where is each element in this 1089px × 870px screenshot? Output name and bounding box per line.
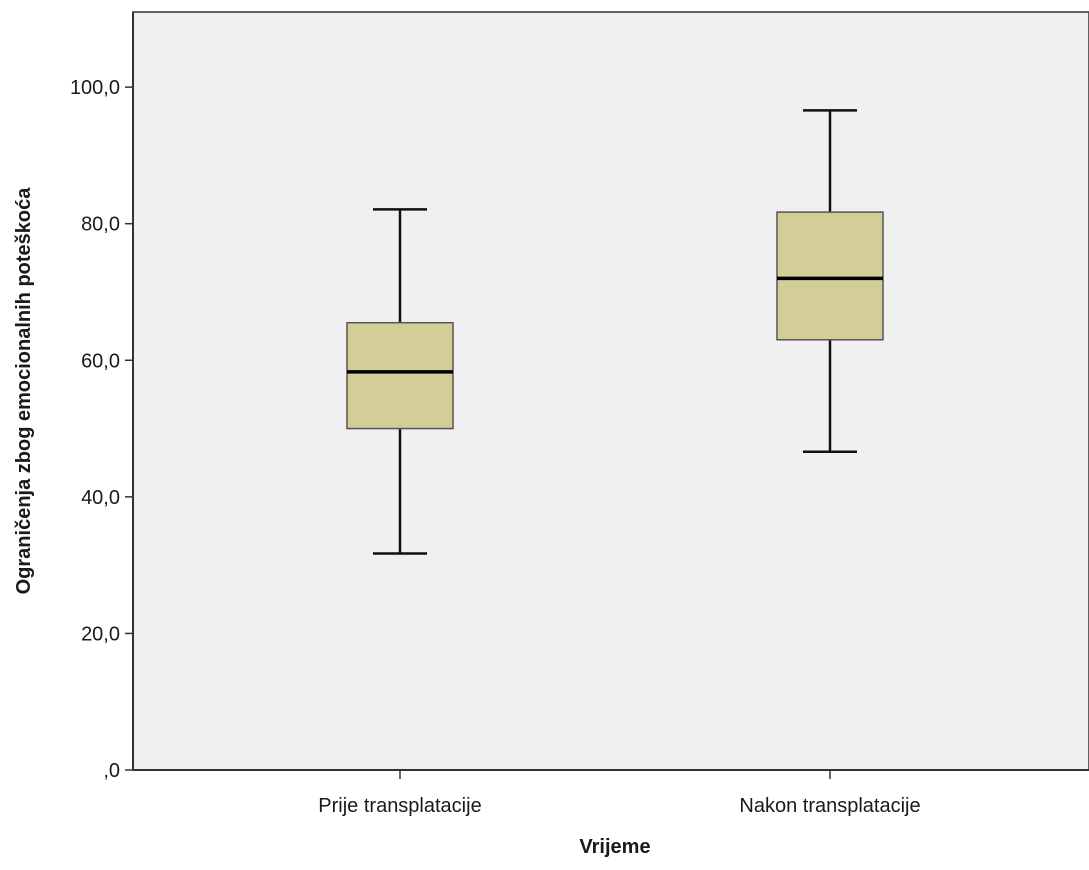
y-tick-label: 60,0 [81, 350, 120, 372]
iqr-box [346, 321, 454, 430]
iqr-box [776, 211, 884, 341]
y-tick-label: 80,0 [81, 214, 120, 236]
box-group [346, 208, 454, 555]
plot-area [132, 11, 1089, 771]
y-tick-label: 100,0 [70, 77, 120, 99]
y-axis-title: Ograničenja zbog emocionalnih poteškoća [13, 187, 35, 595]
x-tick-label: Prije transplatacije [318, 795, 481, 817]
x-axis-ticks: Prije transplatacije Nakon transplatacije [318, 770, 921, 817]
y-tick-label: ,0 [103, 760, 120, 782]
y-tick-label: 40,0 [81, 487, 120, 509]
box-group [776, 109, 884, 454]
y-tick-label: 20,0 [81, 623, 120, 645]
box-series [346, 109, 884, 555]
y-axis-ticks: ,0 20,0 40,0 60,0 80,0 100,0 [70, 77, 133, 782]
x-axis-title: Vrijeme [579, 836, 650, 858]
x-tick-label: Nakon transplatacije [739, 795, 920, 817]
